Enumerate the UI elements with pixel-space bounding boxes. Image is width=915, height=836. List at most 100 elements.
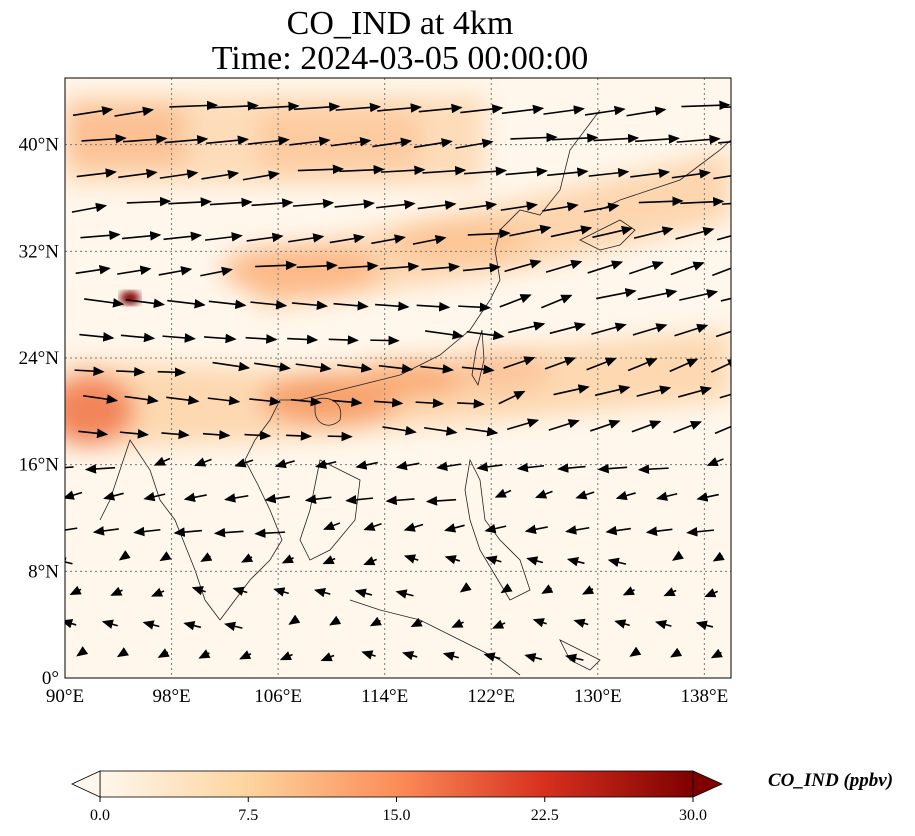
wind-arrow [200, 266, 234, 277]
wind-arrow [415, 398, 445, 408]
wind-arrow [279, 651, 293, 661]
wind-arrow [462, 263, 501, 273]
wind-arrow [591, 322, 627, 335]
wind-arrow [210, 101, 259, 111]
wind-arrow [339, 164, 385, 175]
wind-arrow [65, 490, 83, 500]
wind-arrow [645, 526, 673, 536]
wind-arrow [575, 490, 595, 500]
wind-arrow [206, 135, 250, 146]
wind-arrow [292, 198, 335, 209]
wind-arrow [355, 460, 378, 470]
lon-tick-label: 122°E [467, 686, 515, 707]
wind-arrow [370, 335, 400, 346]
wind-arrow [120, 332, 156, 343]
colorbar-tick-label: 0.0 [90, 807, 110, 824]
wind-arrow [290, 396, 322, 407]
wind-arrow [191, 586, 206, 596]
wind-arrow [592, 225, 633, 239]
colorbar: 0.0 7.5 15.0 22.5 30.0 [71, 770, 723, 824]
wind-arrow [157, 367, 187, 378]
wind-arrow [121, 231, 162, 241]
wind-arrow [363, 556, 377, 566]
wind-arrow [208, 299, 247, 310]
wind-arrow [638, 196, 684, 207]
wind-arrow [715, 330, 731, 338]
wind-arrow [588, 168, 630, 178]
wind-arrow [126, 196, 172, 207]
wind-arrow [117, 265, 152, 276]
wind-arrow [465, 426, 499, 437]
wind-arrow [679, 289, 719, 301]
wind-arrow [79, 332, 115, 342]
wind-arrow [451, 618, 464, 628]
wind-arrow [375, 301, 410, 312]
wind-arrow [335, 102, 382, 113]
wind-arrow [116, 366, 146, 377]
wind-arrow [369, 616, 382, 627]
wind-arrow [637, 288, 678, 301]
wind-arrow [504, 259, 542, 273]
wind-arrow [125, 298, 165, 309]
wind-arrow [92, 526, 119, 536]
coastlines [99, 109, 731, 676]
wind-arrow [78, 428, 109, 439]
wind-arrow [444, 555, 461, 565]
wind-arrow [532, 618, 547, 628]
wind-arrow [169, 100, 219, 111]
wind-arrow [274, 458, 295, 469]
wind-arrow [633, 226, 674, 239]
wind-arrow [333, 300, 369, 311]
lon-tick-labels: 90°E 98°E 106°E 114°E 122°E 130°E 138°E [46, 686, 728, 707]
wind-arrow [80, 230, 121, 241]
wind-arrow [669, 358, 699, 373]
wind-arrow [476, 462, 503, 472]
wind-arrow [200, 552, 213, 562]
lon-tick-label: 114°E [361, 686, 408, 707]
wind-arrow [464, 166, 508, 177]
wind-arrow [423, 426, 458, 436]
wind-arrow [535, 489, 553, 499]
wind-arrow [395, 589, 414, 599]
wind-arrow [328, 335, 359, 345]
wind-arrow [637, 464, 669, 475]
wind-arrow [467, 228, 511, 239]
wind-arrow [461, 364, 495, 375]
wind-arrow [84, 464, 116, 474]
wind-arrow [212, 361, 251, 372]
wind-arrow [114, 106, 155, 117]
colorbar-tick-label: 15.0 [383, 807, 411, 824]
wind-arrow [296, 261, 338, 271]
lat-tick-label: 24°N [19, 348, 60, 369]
wind-arrow [157, 648, 170, 658]
wind-arrow [295, 362, 332, 373]
wind-arrow [322, 555, 336, 565]
colorbar-tick-label: 22.5 [531, 807, 559, 824]
wind-arrow [232, 586, 248, 596]
wind-arrow [378, 363, 414, 374]
lon-tick-label: 130°E [574, 686, 622, 707]
wind-arrow [713, 175, 731, 180]
wind-arrow [377, 103, 422, 113]
wind-arrow [240, 553, 254, 563]
wind-arrow [254, 528, 286, 539]
wind-arrow [297, 164, 345, 175]
wind-arrow [615, 490, 636, 501]
wind-arrow [418, 103, 463, 114]
lat-tick-label: 8°N [28, 561, 59, 582]
wind-arrow [719, 393, 731, 399]
wind-arrow [442, 651, 459, 661]
wind-arrow [273, 587, 289, 597]
wind-arrow [499, 294, 532, 308]
wind-arrow [710, 648, 723, 659]
wind-arrow [656, 491, 678, 501]
wind-arrow [209, 197, 253, 208]
map-title-line1: CO_IND at 4km [286, 5, 514, 42]
wind-arrow [65, 557, 73, 567]
wind-arrow [204, 333, 237, 344]
wind-arrow [678, 386, 712, 398]
wind-arrow [509, 224, 552, 237]
wind-arrow [158, 266, 193, 276]
colorbar-tick-label: 30.0 [679, 807, 707, 824]
